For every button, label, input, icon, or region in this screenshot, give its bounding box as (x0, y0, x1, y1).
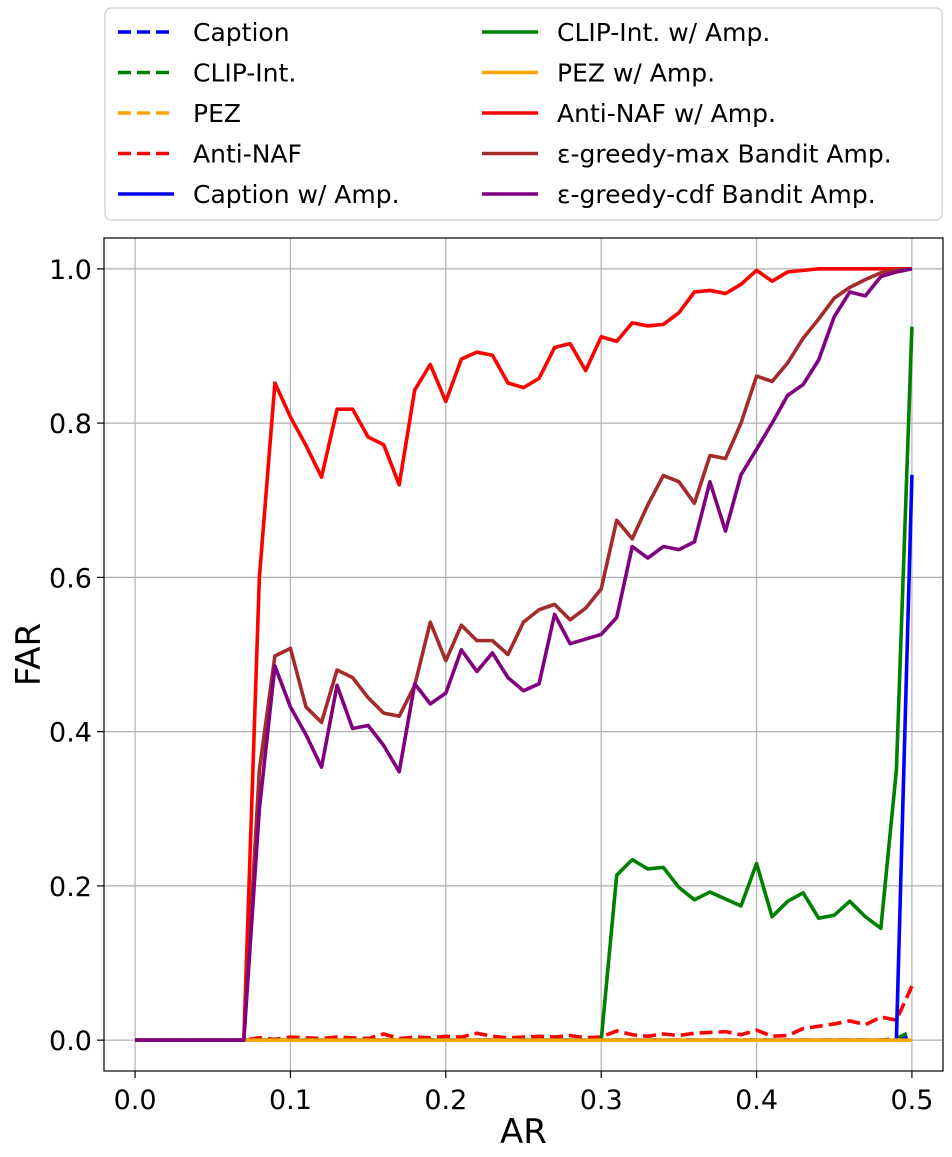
legend-label: Caption w/ Amp. (193, 180, 400, 209)
x-tick-label: 0.1 (269, 1085, 312, 1116)
legend-item-5: CLIP-Int. w/ Amp. (482, 18, 770, 47)
legend-item-2: PEZ (118, 99, 241, 128)
legend-label: CLIP-Int. w/ Amp. (557, 18, 770, 47)
x-tick-label: 0.5 (890, 1085, 933, 1116)
y-tick-label: 0.8 (49, 409, 92, 440)
legend-label: ε-greedy-max Bandit Amp. (557, 140, 892, 169)
legend-label: PEZ (193, 99, 241, 128)
legend-item-6: PEZ w/ Amp. (482, 59, 715, 88)
legend: Caption CLIP-Int. PEZ Anti-NAF Caption w/ Am… (104, 7, 943, 221)
legend-item-9: ε-greedy-cdf Bandit Amp. (482, 180, 876, 209)
legend-label: ε-greedy-cdf Bandit Amp. (557, 180, 876, 209)
plot-frame (103, 237, 944, 1072)
legend-item-7: Anti-NAF w/ Amp. (482, 99, 776, 128)
legend-item-0: Caption (118, 18, 290, 47)
legend-item-1: CLIP-Int. (118, 59, 296, 88)
legend-label: Anti-NAF (193, 140, 302, 169)
legend-label: PEZ w/ Amp. (557, 59, 715, 88)
legend-item-4: Caption w/ Amp. (118, 180, 400, 209)
y-tick-label: 0.0 (49, 1026, 92, 1057)
x-tick-label: 0.4 (735, 1085, 778, 1116)
y-tick-label: 0.6 (49, 563, 92, 594)
y-axis-title: FAR (9, 623, 49, 686)
legend-item-8: ε-greedy-max Bandit Amp. (482, 140, 892, 169)
series-lines (135, 267, 914, 1042)
legend-label: Anti-NAF w/ Amp. (557, 99, 776, 128)
legend-label: Caption (193, 18, 290, 47)
series-line-7 (135, 267, 912, 1042)
legend-label: CLIP-Int. (193, 59, 296, 88)
series-line-3 (135, 985, 914, 1042)
legend-item-3: Anti-NAF (118, 140, 302, 169)
axis-ticks: 0.0 0.1 0.2 0.3 0.4 0.5 0.0 0.2 0.4 0.6 0.8 1.0 (49, 255, 933, 1116)
x-tick-label: 0.2 (424, 1085, 467, 1116)
x-axis-title: AR (500, 1112, 547, 1152)
x-tick-label: 0.3 (580, 1085, 623, 1116)
y-tick-label: 0.2 (49, 872, 92, 903)
x-tick-label: 0.0 (114, 1085, 157, 1116)
y-tick-label: 0.4 (49, 718, 92, 749)
series-line-9 (135, 267, 913, 1042)
series-line-8 (135, 267, 913, 1042)
y-tick-label: 1.0 (49, 255, 92, 286)
